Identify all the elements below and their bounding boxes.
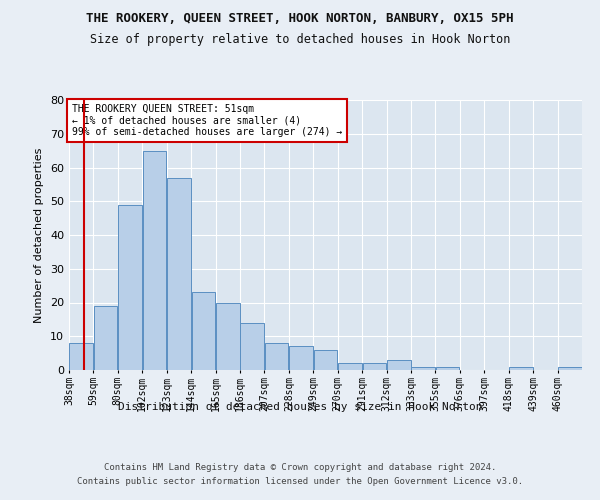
Bar: [338, 363, 362, 370]
Bar: [362, 363, 386, 370]
Text: Contains public sector information licensed under the Open Government Licence v3: Contains public sector information licen…: [77, 478, 523, 486]
Bar: [509, 366, 533, 370]
Bar: [167, 178, 191, 370]
Y-axis label: Number of detached properties: Number of detached properties: [34, 148, 44, 322]
Bar: [558, 366, 581, 370]
Bar: [436, 366, 460, 370]
Bar: [387, 360, 410, 370]
Bar: [191, 292, 215, 370]
Bar: [70, 343, 93, 370]
Bar: [94, 306, 118, 370]
Bar: [265, 343, 289, 370]
Bar: [241, 323, 264, 370]
Text: THE ROOKERY QUEEN STREET: 51sqm
← 1% of detached houses are smaller (4)
99% of s: THE ROOKERY QUEEN STREET: 51sqm ← 1% of …: [71, 104, 342, 137]
Text: Contains HM Land Registry data © Crown copyright and database right 2024.: Contains HM Land Registry data © Crown c…: [104, 462, 496, 471]
Text: THE ROOKERY, QUEEN STREET, HOOK NORTON, BANBURY, OX15 5PH: THE ROOKERY, QUEEN STREET, HOOK NORTON, …: [86, 12, 514, 26]
Bar: [118, 204, 142, 370]
Text: Distribution of detached houses by size in Hook Norton: Distribution of detached houses by size …: [118, 402, 482, 412]
Text: Size of property relative to detached houses in Hook Norton: Size of property relative to detached ho…: [90, 32, 510, 46]
Bar: [412, 366, 435, 370]
Bar: [216, 302, 239, 370]
Bar: [289, 346, 313, 370]
Bar: [143, 150, 166, 370]
Bar: [314, 350, 337, 370]
